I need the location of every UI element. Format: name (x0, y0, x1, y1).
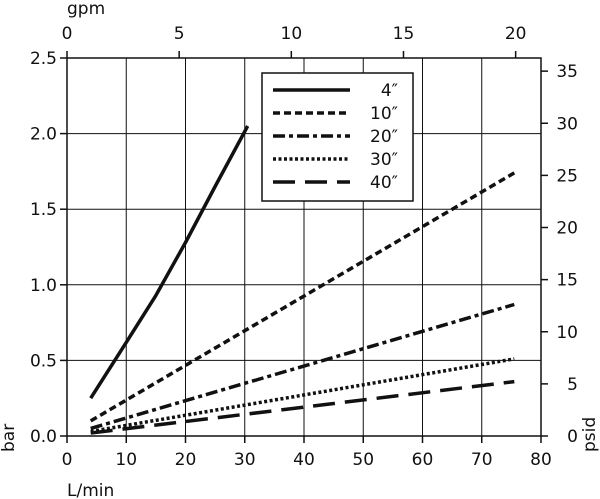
series-line (90, 302, 515, 431)
x2-axis-title: gpm (67, 0, 105, 19)
y2-tick-label: 20 (556, 219, 578, 239)
y2-tick-label: 30 (556, 114, 578, 134)
x-tick-label: 0 (62, 450, 73, 470)
legend-label: 30″ (370, 150, 398, 170)
y-tick-label: 0.5 (30, 351, 57, 371)
x2-tick-label: 0 (62, 24, 73, 44)
y2-tick-label: 0 (567, 427, 578, 447)
y2-tick-label: 35 (556, 62, 578, 82)
x-tick-label: 10 (115, 450, 137, 470)
y-tick-label: 2.0 (30, 125, 57, 145)
x-axis-title: L/min (67, 481, 114, 499)
x-tick-label: 50 (352, 450, 374, 470)
y-tick-label: 0.0 (30, 427, 57, 447)
y2-tick-label: 25 (556, 166, 578, 186)
y-tick-label: 1.0 (30, 276, 57, 296)
series-lines (89, 125, 516, 435)
series-line (90, 379, 515, 435)
legend: 4″ 10″ 20″ 30″ 40″ (261, 72, 414, 202)
tick-labels: 0 10 20 30 40 50 60 70 800 5 10 15 200.00.51.01.52.0… (30, 24, 578, 470)
series-line (90, 357, 515, 434)
grid-lines (67, 58, 541, 436)
legend-label: 4″ (381, 81, 398, 101)
x2-tick-label: 15 (393, 24, 415, 44)
y-tick-label: 1.5 (30, 200, 57, 220)
x-tick-label: 40 (293, 450, 315, 470)
legend-label: 40″ (370, 173, 398, 193)
y-axis-title: bar (0, 424, 19, 452)
series-line (89, 171, 516, 423)
legend-label: 20″ (370, 127, 398, 147)
x2-tick-label: 20 (505, 24, 527, 44)
axis-ticks (60, 51, 548, 443)
y2-tick-label: 5 (567, 375, 578, 395)
x2-tick-label: 5 (174, 24, 185, 44)
x2-tick-label: 10 (281, 24, 303, 44)
y2-axis-title: psid (580, 417, 600, 452)
y2-tick-label: 15 (556, 271, 578, 291)
x-tick-label: 60 (412, 450, 434, 470)
x-tick-label: 30 (234, 450, 256, 470)
x-tick-label: 80 (530, 450, 552, 470)
y-tick-label: 2.5 (30, 49, 57, 69)
legend-label: 10″ (370, 104, 398, 124)
x-tick-label: 70 (471, 450, 493, 470)
series-line (89, 125, 250, 400)
x-tick-label: 20 (175, 450, 197, 470)
y2-tick-label: 10 (556, 323, 578, 343)
